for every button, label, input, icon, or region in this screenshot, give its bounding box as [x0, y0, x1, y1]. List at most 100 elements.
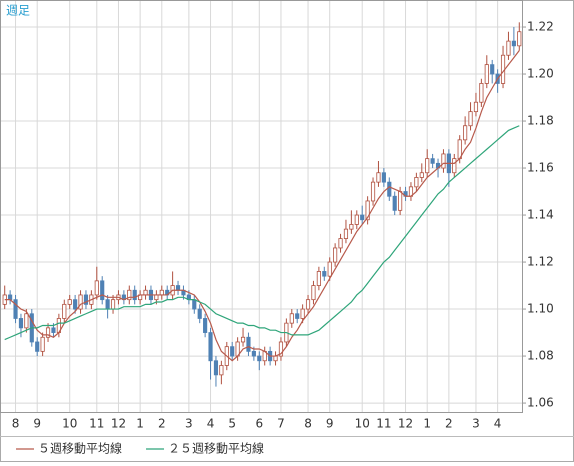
x-tick-label: 11 — [89, 417, 104, 431]
candle-body — [219, 365, 224, 376]
candle-body — [208, 332, 213, 362]
x-tick-label: 4 — [494, 417, 502, 431]
candle-body — [425, 158, 430, 174]
y-tick-label: 1.18 — [527, 114, 554, 128]
candle-body — [251, 350, 256, 357]
grid — [0, 0, 522, 412]
candle-body — [273, 355, 278, 362]
candle-body — [511, 40, 516, 47]
candle-body — [197, 308, 202, 319]
y-tick-label: 1.10 — [527, 302, 554, 316]
candle-body — [322, 271, 327, 277]
candle-body — [398, 191, 403, 211]
candle-body — [154, 294, 159, 301]
candle-body — [13, 299, 18, 319]
candle-body — [8, 294, 13, 301]
x-tick-label: 6 — [255, 417, 263, 431]
candle-body — [175, 285, 181, 291]
candle-body — [343, 228, 349, 239]
candle-body — [468, 111, 473, 127]
x-tick-label: 7 — [277, 417, 285, 431]
chart-title: 週足 — [6, 4, 30, 18]
candle-body — [192, 299, 197, 310]
candle-body — [305, 299, 311, 310]
x-tick-label: 2 — [445, 417, 453, 431]
candle-body — [311, 285, 316, 301]
candle-body — [110, 299, 116, 310]
candle-body — [24, 313, 29, 329]
x-tick-label: 3 — [472, 417, 480, 431]
y-tick-label: 1.14 — [527, 208, 554, 222]
x-tick-label: 11 — [376, 417, 391, 431]
candle-body — [316, 271, 321, 286]
x-tick-label: 5 — [228, 417, 236, 431]
moving-average-line — [4, 125, 520, 341]
candle-body — [240, 336, 246, 343]
candle-body — [246, 336, 251, 352]
y-tick-label: 1.20 — [527, 67, 554, 81]
marks — [2, 22, 522, 387]
candle-body — [159, 289, 164, 296]
candle-body — [441, 153, 446, 169]
candle-body — [365, 200, 370, 221]
candle-body — [414, 177, 419, 188]
candle-body — [289, 313, 294, 324]
candle-body — [295, 313, 300, 319]
candle-body — [73, 299, 78, 310]
candle-body — [484, 64, 489, 84]
candle-body — [67, 299, 72, 305]
y-tick-label: 1.22 — [527, 20, 554, 34]
x-tick-label: 10 — [355, 417, 370, 431]
candle-body — [370, 181, 376, 202]
candle-body — [452, 158, 457, 174]
candle-body — [203, 318, 208, 333]
candle-body — [83, 294, 89, 305]
candle-body — [333, 247, 338, 263]
candle-body — [419, 172, 424, 178]
candle-body — [490, 64, 495, 75]
candle-body — [51, 327, 56, 333]
plot-border — [0, 0, 523, 413]
candle-body — [127, 289, 132, 301]
candle-body — [105, 299, 110, 310]
candle-body — [100, 280, 105, 301]
candle-body — [278, 341, 284, 357]
x-tick-label: 3 — [185, 417, 193, 431]
candle-body — [143, 289, 148, 296]
candle-body — [300, 308, 305, 319]
x-tick-label: 8 — [12, 417, 20, 431]
candle-body — [213, 360, 219, 376]
candle-body — [40, 336, 45, 352]
candle-body — [78, 294, 83, 310]
x-tick-label: 9 — [326, 417, 334, 431]
y-tick-label: 1.08 — [527, 349, 554, 363]
candle-body — [94, 280, 99, 296]
y-tick-label: 1.06 — [527, 396, 554, 410]
x-tick-label: 4 — [207, 417, 215, 431]
candle-body — [387, 181, 392, 197]
x-tick-label: 1 — [136, 417, 144, 431]
x-tick-label: 12 — [398, 417, 413, 431]
x-tick-label: 8 — [304, 417, 312, 431]
candle-body — [62, 303, 67, 319]
candle-body — [45, 327, 51, 338]
candle-body — [376, 172, 381, 183]
candle-body — [430, 158, 435, 164]
y-tick-label: 1.12 — [527, 255, 554, 269]
candle-body — [463, 125, 468, 141]
candle-body — [230, 346, 235, 357]
legend-label: ５週移動平均線 — [38, 441, 122, 456]
candle-body — [257, 355, 262, 362]
candle-body — [360, 214, 365, 221]
x-tick-label: 9 — [33, 417, 41, 431]
candle-body — [132, 289, 137, 301]
candle-body — [392, 195, 397, 211]
candle-body — [506, 40, 511, 56]
x-tick-label: 10 — [62, 417, 77, 431]
candle-body — [327, 261, 332, 277]
candle-body — [381, 172, 386, 183]
candle-body — [479, 83, 484, 103]
moving-average-line — [4, 50, 520, 362]
